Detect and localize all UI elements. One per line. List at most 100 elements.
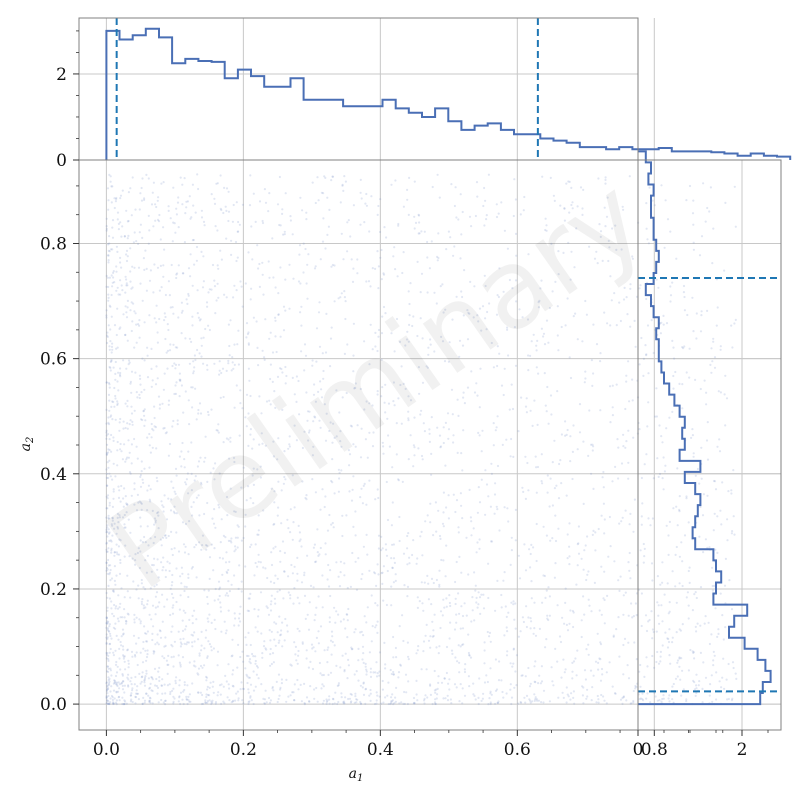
scatter-point <box>187 450 190 453</box>
scatter-point <box>402 552 406 555</box>
scatter-point <box>719 509 722 512</box>
scatter-point <box>342 258 345 261</box>
scatter-point <box>282 233 285 236</box>
scatter-point <box>656 575 660 578</box>
scatter-point <box>181 698 184 701</box>
scatter-point <box>220 518 223 521</box>
scatter-point <box>257 553 260 556</box>
scatter-point <box>556 660 559 663</box>
scatter-point <box>456 451 459 454</box>
scatter-point <box>208 328 211 332</box>
scatter-point <box>669 285 672 288</box>
scatter-point <box>113 527 116 530</box>
scatter-point <box>522 490 525 493</box>
scatter-point <box>493 493 497 496</box>
scatter-point <box>283 639 286 642</box>
scatter-point <box>298 630 301 633</box>
scatter-point <box>429 635 432 638</box>
scatter-point <box>611 414 615 417</box>
scatter-point <box>117 594 120 597</box>
scatter-point <box>106 606 109 609</box>
scatter-point <box>113 579 116 583</box>
scatter-point <box>343 574 346 577</box>
scatter-point <box>197 667 201 670</box>
scatter-point <box>114 475 117 478</box>
scatter-point <box>134 655 137 658</box>
scatter-point <box>269 609 273 612</box>
scatter-point <box>375 702 378 705</box>
scatter-point <box>106 254 110 257</box>
scatter-point <box>161 655 164 658</box>
scatter-point <box>510 437 513 441</box>
scatter-point <box>406 641 409 644</box>
scatter-point <box>249 643 252 647</box>
scatter-point <box>128 361 131 364</box>
scatter-point <box>111 698 114 702</box>
scatter-point <box>472 527 475 530</box>
scatter-point <box>487 495 490 498</box>
scatter-point <box>270 600 273 603</box>
scatter-point <box>125 284 128 287</box>
scatter-point <box>258 443 261 446</box>
scatter-point <box>127 191 130 194</box>
scatter-point <box>107 451 110 454</box>
scatter-point <box>162 427 165 430</box>
scatter-point <box>392 557 396 560</box>
scatter-point <box>510 549 513 552</box>
scatter-point <box>210 649 213 652</box>
scatter-point <box>357 659 360 662</box>
scatter-point <box>376 620 379 623</box>
scatter-point <box>218 472 221 475</box>
scatter-point <box>195 245 199 249</box>
scatter-point <box>528 548 531 551</box>
scatter-point <box>169 343 172 346</box>
scatter-point <box>720 523 723 526</box>
scatter-point <box>237 697 240 700</box>
scatter-point <box>721 614 724 617</box>
scatter-point <box>328 616 331 619</box>
scatter-point <box>130 443 133 446</box>
scatter-point <box>359 684 362 687</box>
scatter-point <box>240 580 243 583</box>
scatter-point <box>578 431 582 434</box>
scatter-point <box>126 339 129 342</box>
scatter-point <box>308 700 311 703</box>
scatter-point <box>214 462 217 465</box>
scatter-point <box>173 511 176 515</box>
scatter-point <box>152 225 155 228</box>
scatter-point <box>489 692 492 695</box>
scatter-point <box>377 547 380 550</box>
scatter-point <box>502 696 505 699</box>
scatter-point <box>645 354 648 357</box>
scatter-point <box>214 701 218 704</box>
scatter-point <box>551 504 555 507</box>
scatter-point <box>191 386 194 389</box>
scatter-point <box>438 583 441 586</box>
scatter-point <box>313 619 316 622</box>
scatter-point <box>240 285 243 288</box>
scatter-point <box>213 599 216 602</box>
scatter-point <box>279 266 282 269</box>
scatter-point <box>230 537 233 540</box>
scatter-point <box>424 520 427 523</box>
scatter-point <box>112 436 115 439</box>
scatter-point <box>720 686 723 689</box>
scatter-point <box>466 309 469 312</box>
scatter-point <box>281 208 284 211</box>
scatter-point <box>451 652 454 656</box>
scatter-point <box>187 698 190 702</box>
scatter-point <box>597 527 600 531</box>
scatter-point <box>178 372 181 375</box>
scatter-point <box>395 422 398 425</box>
scatter-point <box>105 651 108 655</box>
scatter-point <box>433 669 436 673</box>
scatter-point <box>257 514 260 517</box>
scatter-point <box>631 399 634 402</box>
scatter-point <box>160 286 163 289</box>
scatter-point <box>561 616 564 619</box>
scatter-point <box>584 377 587 380</box>
scatter-point <box>263 698 267 701</box>
scatter-point <box>535 698 538 701</box>
scatter-point <box>146 346 149 349</box>
marginal-x-histogram <box>105 27 792 160</box>
